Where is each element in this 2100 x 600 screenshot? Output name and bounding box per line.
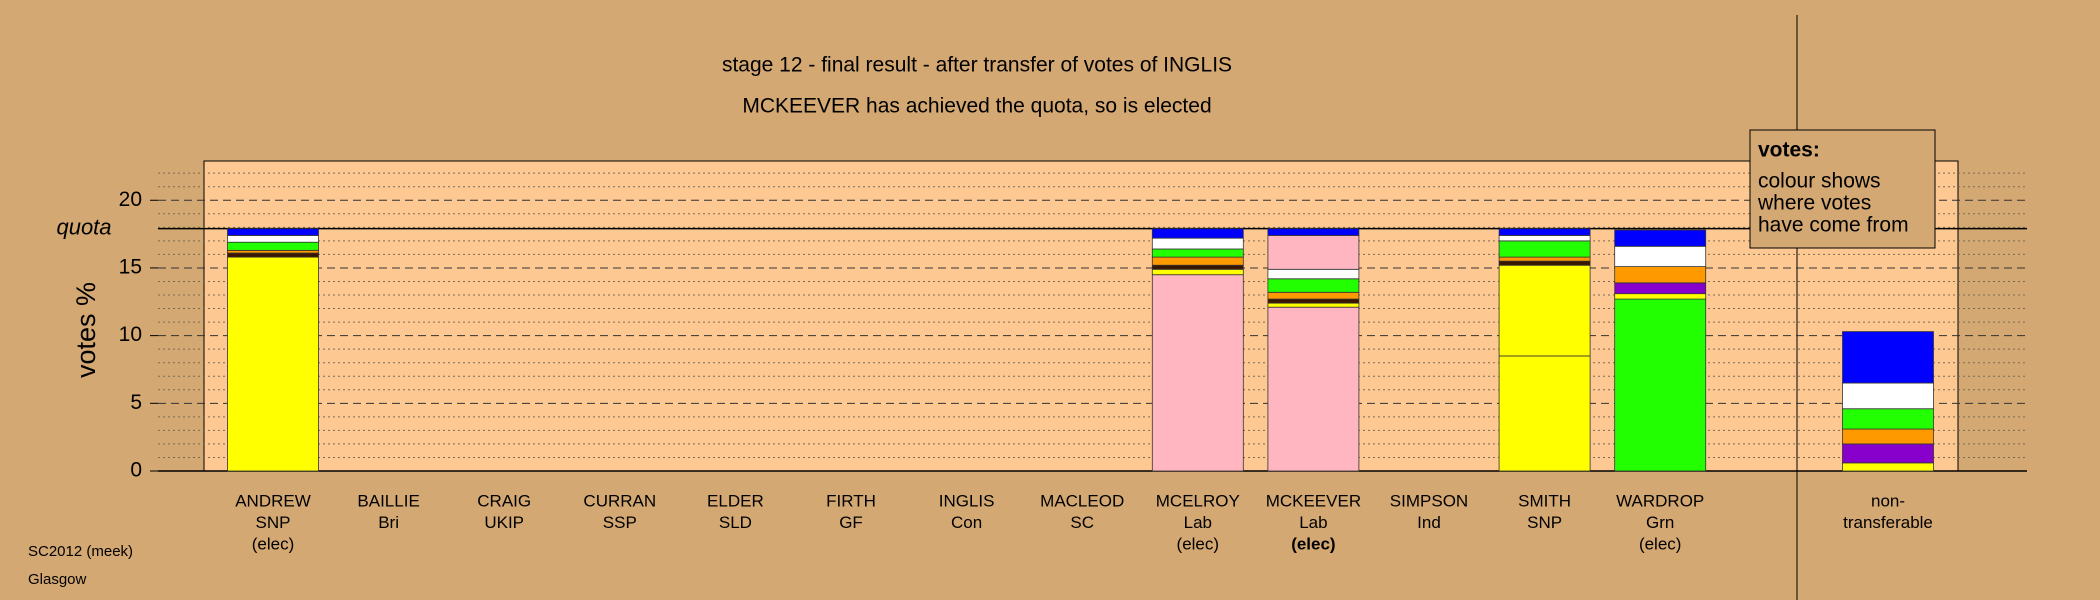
bar-segment [1498,240,1591,258]
category-label: SNP [256,513,291,532]
bar-segment [1151,274,1244,472]
y-tick-label: 0 [130,459,142,482]
bar-segment [1498,228,1591,236]
bar-segment [227,228,319,236]
bar-segment [1267,298,1360,304]
legend-title: votes: [1758,139,1820,162]
category-label: MCELROY [1156,491,1240,510]
bars [227,228,1934,472]
bar-segment [1614,293,1707,300]
y-tick-label: 5 [130,391,142,414]
category-label: INGLIS [939,491,995,510]
footer-text: SC2012 (meek) [28,543,133,560]
bar-segment [1267,235,1360,270]
bar-segment [227,241,319,251]
category-label: ANDREW [235,491,311,510]
category-label: Grn [1646,513,1674,532]
y-axis-label: votes % [71,282,101,378]
category-label: CRAIG [477,491,531,510]
bar-segment [1842,443,1934,464]
bar-segment [227,249,319,254]
bar-segment [1267,306,1360,472]
category-label: SSP [603,513,637,532]
bar-segment [1267,302,1360,308]
grid: 0 5 10 15 20 quota [56,172,2027,482]
quota-label: quota [56,214,111,239]
bar-segment [1498,256,1591,262]
category-label: SNP [1527,513,1562,532]
category-label: Bri [378,513,399,532]
category-label: SMITH [1518,491,1571,510]
category-label: (elec) [252,534,295,553]
bar-segment [1498,235,1591,242]
footer-text: Glasgow [28,571,87,588]
legend-text: colour shows [1758,170,1881,193]
bar-segment [1614,282,1707,295]
category-label: GF [839,513,863,532]
category-label: UKIP [484,513,524,532]
bar-segment [1842,331,1934,384]
category-label: Con [951,513,982,532]
category-label: MCKEEVER [1266,491,1361,510]
bar-segment [1614,298,1707,472]
category-label: non- [1871,491,1905,510]
y-tick-label: 20 [119,188,142,211]
category-label: BAILLIE [357,491,419,510]
bar-segment [1498,355,1591,472]
y-tick-label: 10 [119,323,142,346]
bar-segment [1151,268,1244,276]
category-label: (elec) [1177,534,1220,553]
category-label: SC [1070,513,1094,532]
category-label: WARDROP [1616,491,1704,510]
bar-segment [1498,264,1591,357]
y-tick-label: 15 [119,255,142,278]
bar-segment [1842,428,1934,445]
chart-title: stage 12 - final result - after transfer… [722,54,1232,77]
bar-segment [1498,260,1591,266]
legend-box [1749,129,1936,249]
bar-segment [1614,229,1707,247]
bar-segment [1267,291,1360,300]
category-label: SIMPSON [1390,491,1468,510]
category-label: SLD [719,513,752,532]
category-label: Lab [1299,513,1327,532]
bar-segment [1151,228,1244,239]
legend-text: where votes [1757,192,1871,215]
bar-segment [227,256,319,472]
category-label: MACLEOD [1040,491,1124,510]
bar-segment [227,252,319,258]
category-label: Ind [1417,513,1441,532]
bar-segment [1151,248,1244,258]
bar-segment [227,235,319,243]
category-label: FIRTH [826,491,876,510]
category-labels: ANDREW SNP (elec) BAILLIE Bri CRAIG UKIP CURRAN… [235,491,1933,553]
legend-text: have come from [1758,214,1909,237]
bar-segment [1267,228,1360,236]
category-label: transferable [1843,513,1933,532]
bar-segment [1614,245,1707,267]
bar-segment [1151,264,1244,270]
chart-subtitle: MCKEEVER has achieved the quota, so is e… [742,95,1211,118]
bar-segment [1842,462,1934,472]
bar-segment [1151,237,1244,250]
category-label: (elec) [1639,534,1682,553]
bar-segment [1151,256,1244,266]
bar-segment [1267,278,1360,293]
category-label: CURRAN [583,491,656,510]
bar-segment [1842,408,1934,430]
category-label: ELDER [707,491,764,510]
category-label: Lab [1184,513,1212,532]
bar-segment [1267,268,1360,280]
bar-segment [1842,382,1934,410]
category-label: (elec) [1291,534,1335,553]
bar-segment [1614,266,1707,284]
